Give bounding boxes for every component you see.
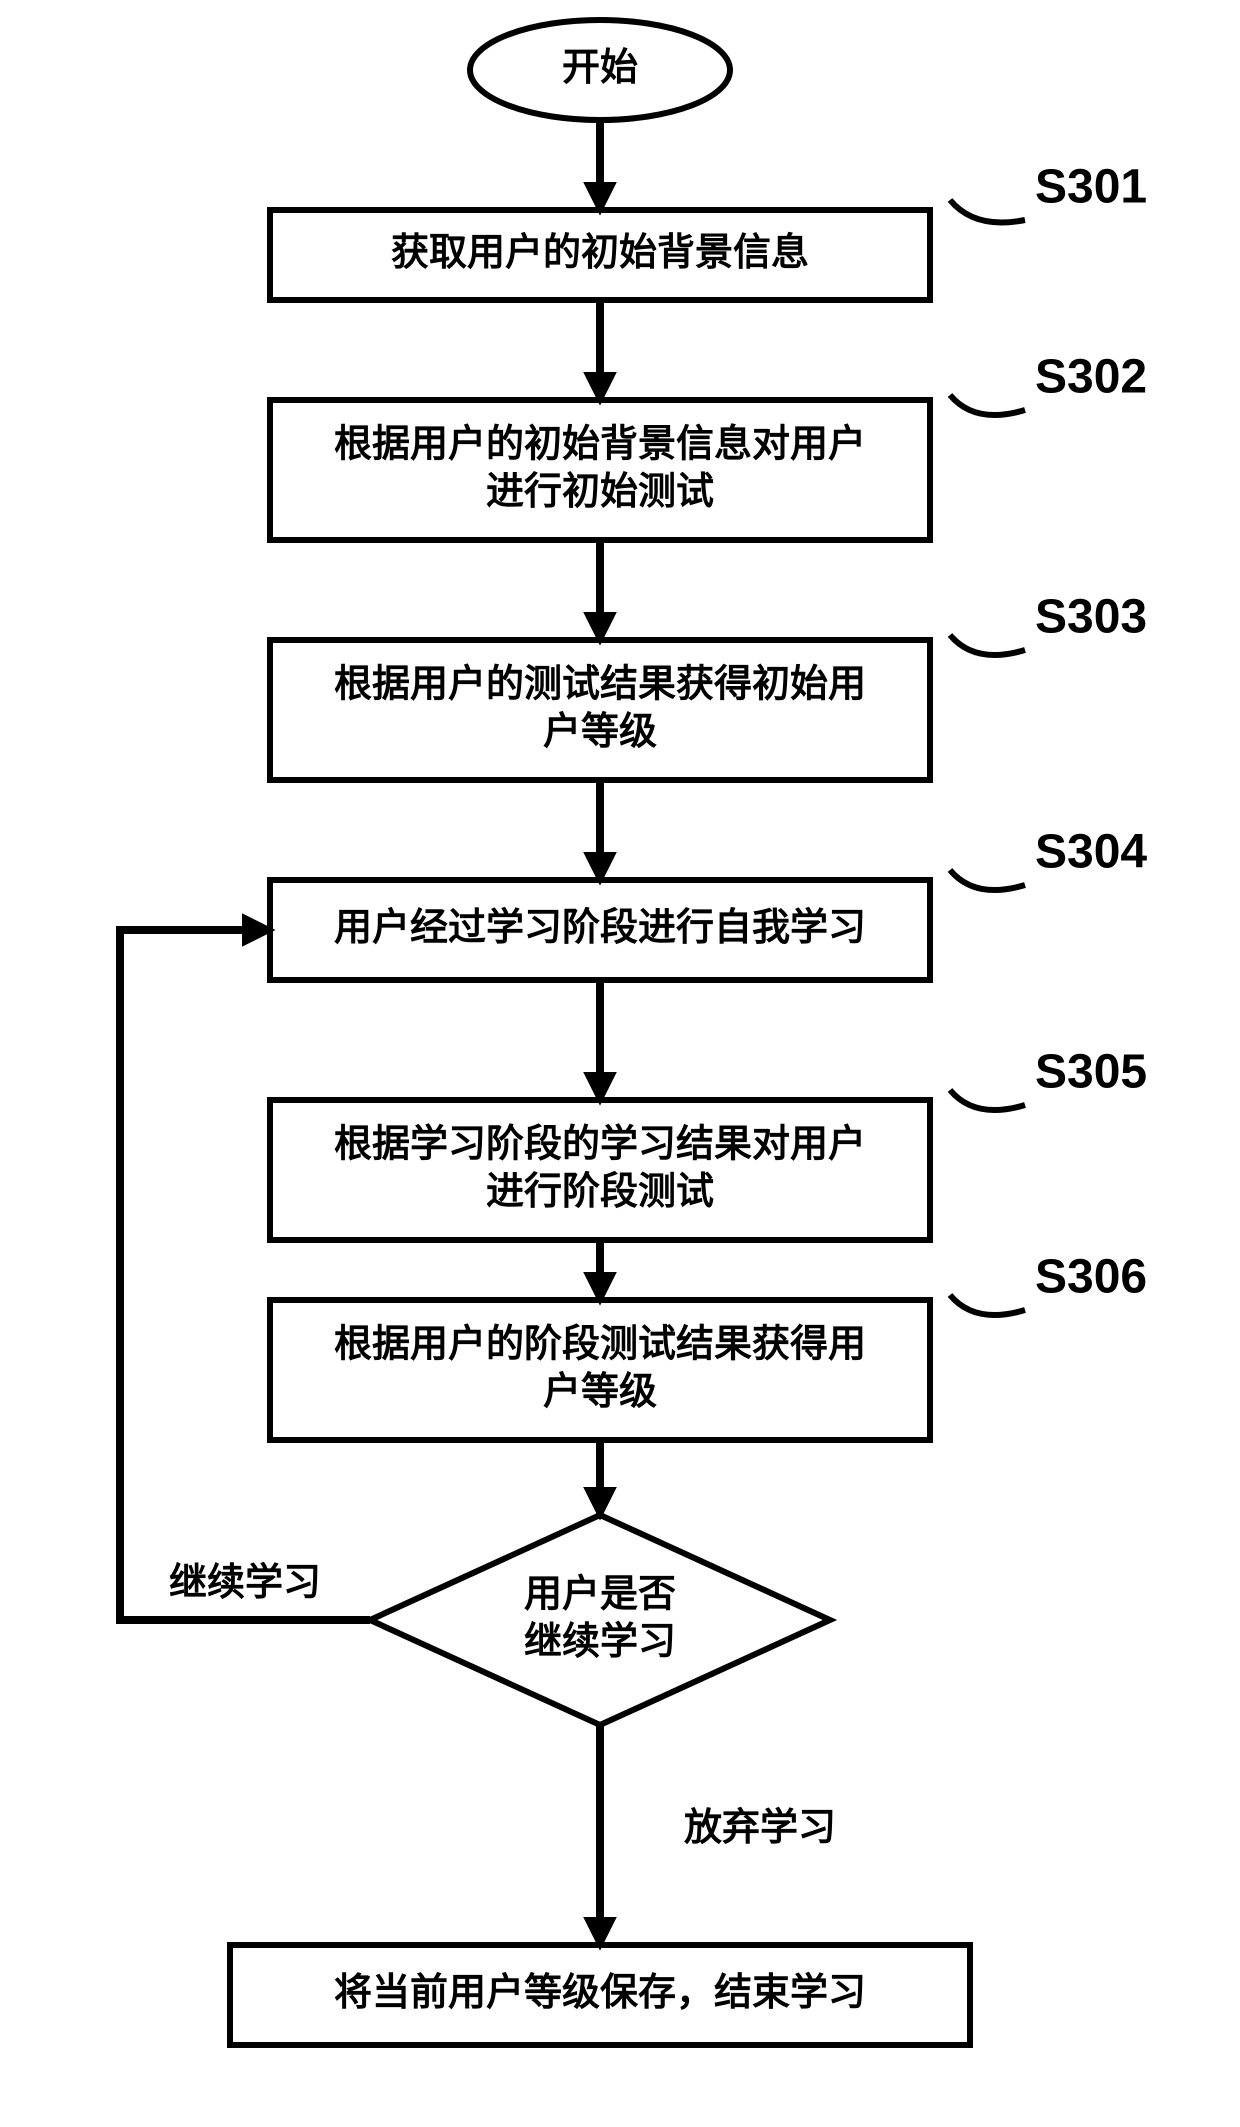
process-text: 根据用户的初始背景信息对用户 bbox=[334, 423, 866, 465]
callout-curve bbox=[950, 870, 1025, 890]
process-text: 根据用户的测试结果获得初始用 bbox=[334, 663, 866, 705]
step-label: S304 bbox=[1035, 826, 1147, 879]
callout-curve bbox=[950, 635, 1025, 655]
callout-curve bbox=[950, 200, 1025, 223]
step-label: S301 bbox=[1035, 161, 1147, 214]
process-text: 户等级 bbox=[543, 711, 657, 753]
process-text: 获取用户的初始背景信息 bbox=[391, 232, 809, 274]
step-label: S302 bbox=[1035, 351, 1147, 404]
step-label: S303 bbox=[1035, 591, 1147, 644]
process-text: 户等级 bbox=[543, 1371, 657, 1413]
process-text: 进行阶段测试 bbox=[486, 1171, 714, 1213]
process-text: 根据学习阶段的学习结果对用户 bbox=[334, 1122, 866, 1165]
process-text: 根据用户的阶段测试结果获得用 bbox=[334, 1323, 866, 1365]
abandon-label: 放弃学习 bbox=[684, 1806, 836, 1849]
callout-curve bbox=[950, 1090, 1025, 1110]
callout-curve bbox=[950, 1295, 1025, 1315]
loopback-label: 继续学习 bbox=[169, 1561, 321, 1604]
loopback-arrow bbox=[120, 930, 370, 1620]
callout-curve bbox=[950, 395, 1025, 415]
start-label: 开始 bbox=[562, 47, 638, 89]
process-text: 用户经过学习阶段进行自我学习 bbox=[334, 906, 866, 949]
decision-text: 用户是否 bbox=[524, 1573, 676, 1615]
process-text: 进行初始测试 bbox=[486, 471, 714, 513]
step-label: S306 bbox=[1035, 1251, 1147, 1304]
decision-text: 继续学习 bbox=[524, 1620, 676, 1663]
step-label: S305 bbox=[1035, 1046, 1147, 1099]
end-text: 将当前用户等级保存，结束学习 bbox=[334, 1971, 866, 2014]
